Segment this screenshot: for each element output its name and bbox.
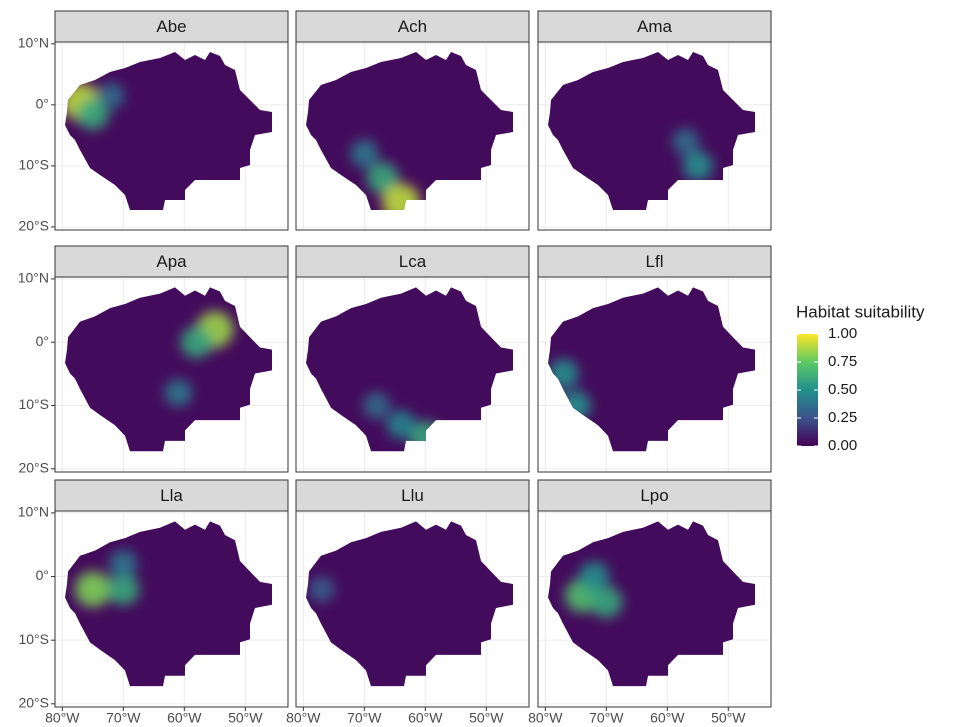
suitability-blur bbox=[672, 127, 713, 181]
legend-label: 0.75 bbox=[828, 353, 857, 370]
hotspot bbox=[590, 586, 623, 618]
hotspot bbox=[363, 392, 391, 420]
legend-label: 0.50 bbox=[828, 381, 857, 398]
panel-border bbox=[54, 276, 289, 473]
strip bbox=[537, 479, 772, 512]
panel-border bbox=[537, 510, 772, 708]
hotspot bbox=[672, 127, 700, 155]
hotspot bbox=[109, 549, 138, 578]
legend-label: 0.00 bbox=[828, 437, 857, 454]
y-tick-label: 10°S bbox=[18, 157, 49, 173]
hotspot bbox=[180, 326, 213, 359]
hotspot bbox=[308, 576, 335, 603]
x-tick-label: 60°W bbox=[408, 710, 443, 726]
suitability-blur bbox=[74, 549, 140, 608]
hotspot bbox=[76, 98, 109, 131]
suitability-blur bbox=[564, 561, 623, 618]
hotspot bbox=[386, 410, 416, 440]
y-tick-label: 0° bbox=[36, 333, 49, 349]
x-tick-label: 80°W bbox=[528, 710, 563, 726]
panel-border bbox=[295, 276, 530, 473]
x-tick-label: 70°W bbox=[589, 710, 624, 726]
region bbox=[306, 52, 513, 210]
strip bbox=[54, 479, 289, 512]
panel-title: Llu bbox=[401, 486, 424, 505]
region bbox=[306, 287, 513, 452]
x-tick-label: 50°W bbox=[711, 710, 746, 726]
panel-title: Apa bbox=[156, 252, 187, 271]
panel-title: Ach bbox=[398, 17, 427, 36]
panel-title: Lla bbox=[160, 486, 183, 505]
panel-border bbox=[537, 41, 772, 231]
y-tick-label: 0° bbox=[36, 567, 49, 583]
panel-border bbox=[54, 41, 289, 231]
x-tick-label: 70°W bbox=[347, 710, 382, 726]
x-tick-label: 50°W bbox=[228, 710, 263, 726]
suitability bbox=[350, 139, 420, 210]
x-tick-label: 80°W bbox=[286, 710, 321, 726]
suitability bbox=[672, 127, 713, 181]
y-tick-label: 20°S bbox=[18, 460, 49, 476]
panel-border bbox=[54, 510, 289, 708]
y-tick-label: 10°N bbox=[18, 35, 49, 51]
y-tick-label: 0° bbox=[36, 96, 49, 112]
panel-title: Lfl bbox=[646, 252, 664, 271]
hotspot bbox=[381, 183, 420, 210]
panel-title: Lca bbox=[399, 252, 427, 271]
hotspot bbox=[97, 82, 125, 110]
suitability bbox=[564, 561, 623, 618]
panel-border bbox=[295, 510, 530, 708]
hotspot bbox=[350, 139, 379, 168]
suitability-blur bbox=[308, 576, 335, 603]
hotspot bbox=[579, 561, 610, 592]
y-tick-label: 10°N bbox=[18, 504, 49, 520]
strip bbox=[54, 10, 289, 43]
hotspot bbox=[164, 378, 193, 407]
region bbox=[306, 521, 513, 687]
x-tick-label: 60°W bbox=[167, 710, 202, 726]
panel-title: Ama bbox=[637, 17, 673, 36]
hotspot bbox=[682, 150, 713, 181]
panel-title: Abe bbox=[156, 17, 186, 36]
y-tick-label: 10°S bbox=[18, 631, 49, 647]
legend-label: 1.00 bbox=[828, 325, 857, 342]
x-tick-label: 60°W bbox=[650, 710, 685, 726]
suitability bbox=[74, 549, 140, 608]
x-tick-label: 50°W bbox=[469, 710, 504, 726]
strip bbox=[537, 10, 772, 43]
region bbox=[548, 521, 755, 687]
legend-title: Habitat suitability bbox=[796, 302, 925, 321]
y-tick-label: 10°S bbox=[18, 396, 49, 412]
x-tick-label: 80°W bbox=[45, 710, 80, 726]
legend-label: 0.25 bbox=[828, 409, 857, 426]
suitability bbox=[308, 576, 335, 603]
strip bbox=[54, 245, 289, 278]
colorbar bbox=[797, 334, 818, 446]
suitability-blur bbox=[164, 311, 234, 407]
suitability-blur bbox=[350, 139, 420, 210]
suitability bbox=[164, 311, 234, 407]
hotspot bbox=[366, 162, 399, 195]
strip bbox=[295, 479, 530, 512]
y-tick-label: 10°N bbox=[18, 270, 49, 286]
panel-border bbox=[295, 41, 530, 231]
hotspot bbox=[74, 571, 111, 608]
strip bbox=[537, 245, 772, 278]
region bbox=[548, 287, 755, 452]
y-tick-label: 20°S bbox=[18, 695, 49, 711]
panel-border bbox=[537, 276, 772, 473]
y-tick-label: 20°S bbox=[18, 218, 49, 234]
x-tick-label: 70°W bbox=[106, 710, 141, 726]
panel-title: Lpo bbox=[640, 486, 668, 505]
strip bbox=[295, 10, 530, 43]
hotspot bbox=[107, 573, 140, 606]
